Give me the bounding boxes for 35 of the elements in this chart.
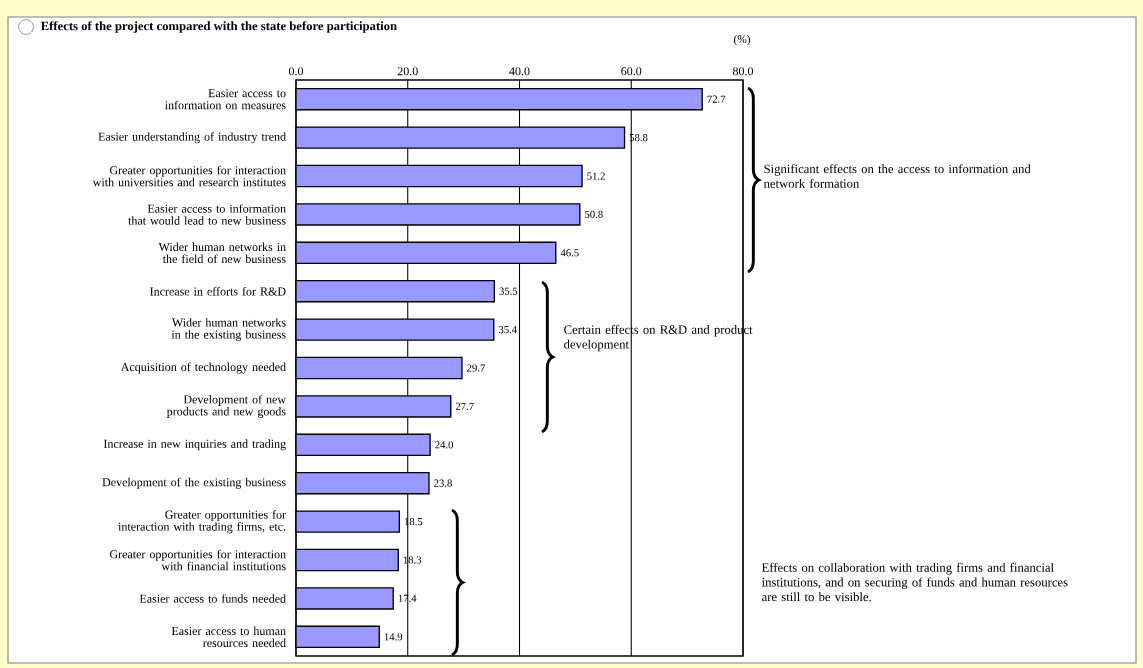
y-tick-label: Greater opportunities for interaction with universities and research institutes [92,165,286,187]
data-label: 23.8 [434,479,452,487]
data-label: 29.7 [467,364,485,372]
x-tick-label: 40.0 [509,67,530,76]
data-label: 46.5 [560,249,579,257]
x-tick-label: 60.0 [621,67,642,76]
data-label: 24.0 [435,441,454,449]
y-tick-label: Development of the existing business [102,477,286,489]
x-axis-title: (%) [734,35,751,46]
data-label: 35.5 [499,287,518,295]
chart-title: Effects of the project compared with the state before participation [40,21,397,33]
data-label: 72.7 [707,95,726,103]
y-tick-label: Wider human networks in the existing business [171,318,286,342]
y-tick-label: Easier access to funds needed [139,594,286,603]
data-label: 35.4 [498,326,517,334]
text: Effects on collaboration with trading firms and financial institutions, and on securing of funds and human resources are still to be visible. [761,562,1068,602]
y-tick-label: Acquisition of technology needed [120,362,286,374]
y-tick-label: Easier access to information on measures [164,89,286,110]
y-tick-label: Easier access to information that would lead to new business [128,204,286,225]
y-tick-label: Greater opportunities for interaction with financial institutions [109,549,286,571]
y-tick-label: Increase in efforts for R&D [150,286,286,296]
x-tick-label: 80.0 [732,67,754,76]
data-label: 50.8 [585,210,603,219]
data-label: 27.7 [455,402,474,411]
y-tick-label: Wider human networks in the field of new business [158,242,286,264]
x-tick-label: 0.0 [288,67,304,76]
y-tick-label: Increase in new inquiries and trading [103,439,286,451]
data-label: 51.2 [587,172,605,180]
data-label: 14.9 [384,633,403,641]
y-tick-label: Development of new products and new goods [166,394,286,418]
y-tick-label: Easier understanding of industry trend [98,132,286,144]
text: Significant effects on the access to information and network formation [763,164,1031,188]
y-tick-label: Greater opportunities for interaction with trading firms, etc. [118,510,286,534]
y-tick-label: Easier access to human resources needed [171,626,286,648]
x-tick-label: 20.0 [397,67,418,76]
